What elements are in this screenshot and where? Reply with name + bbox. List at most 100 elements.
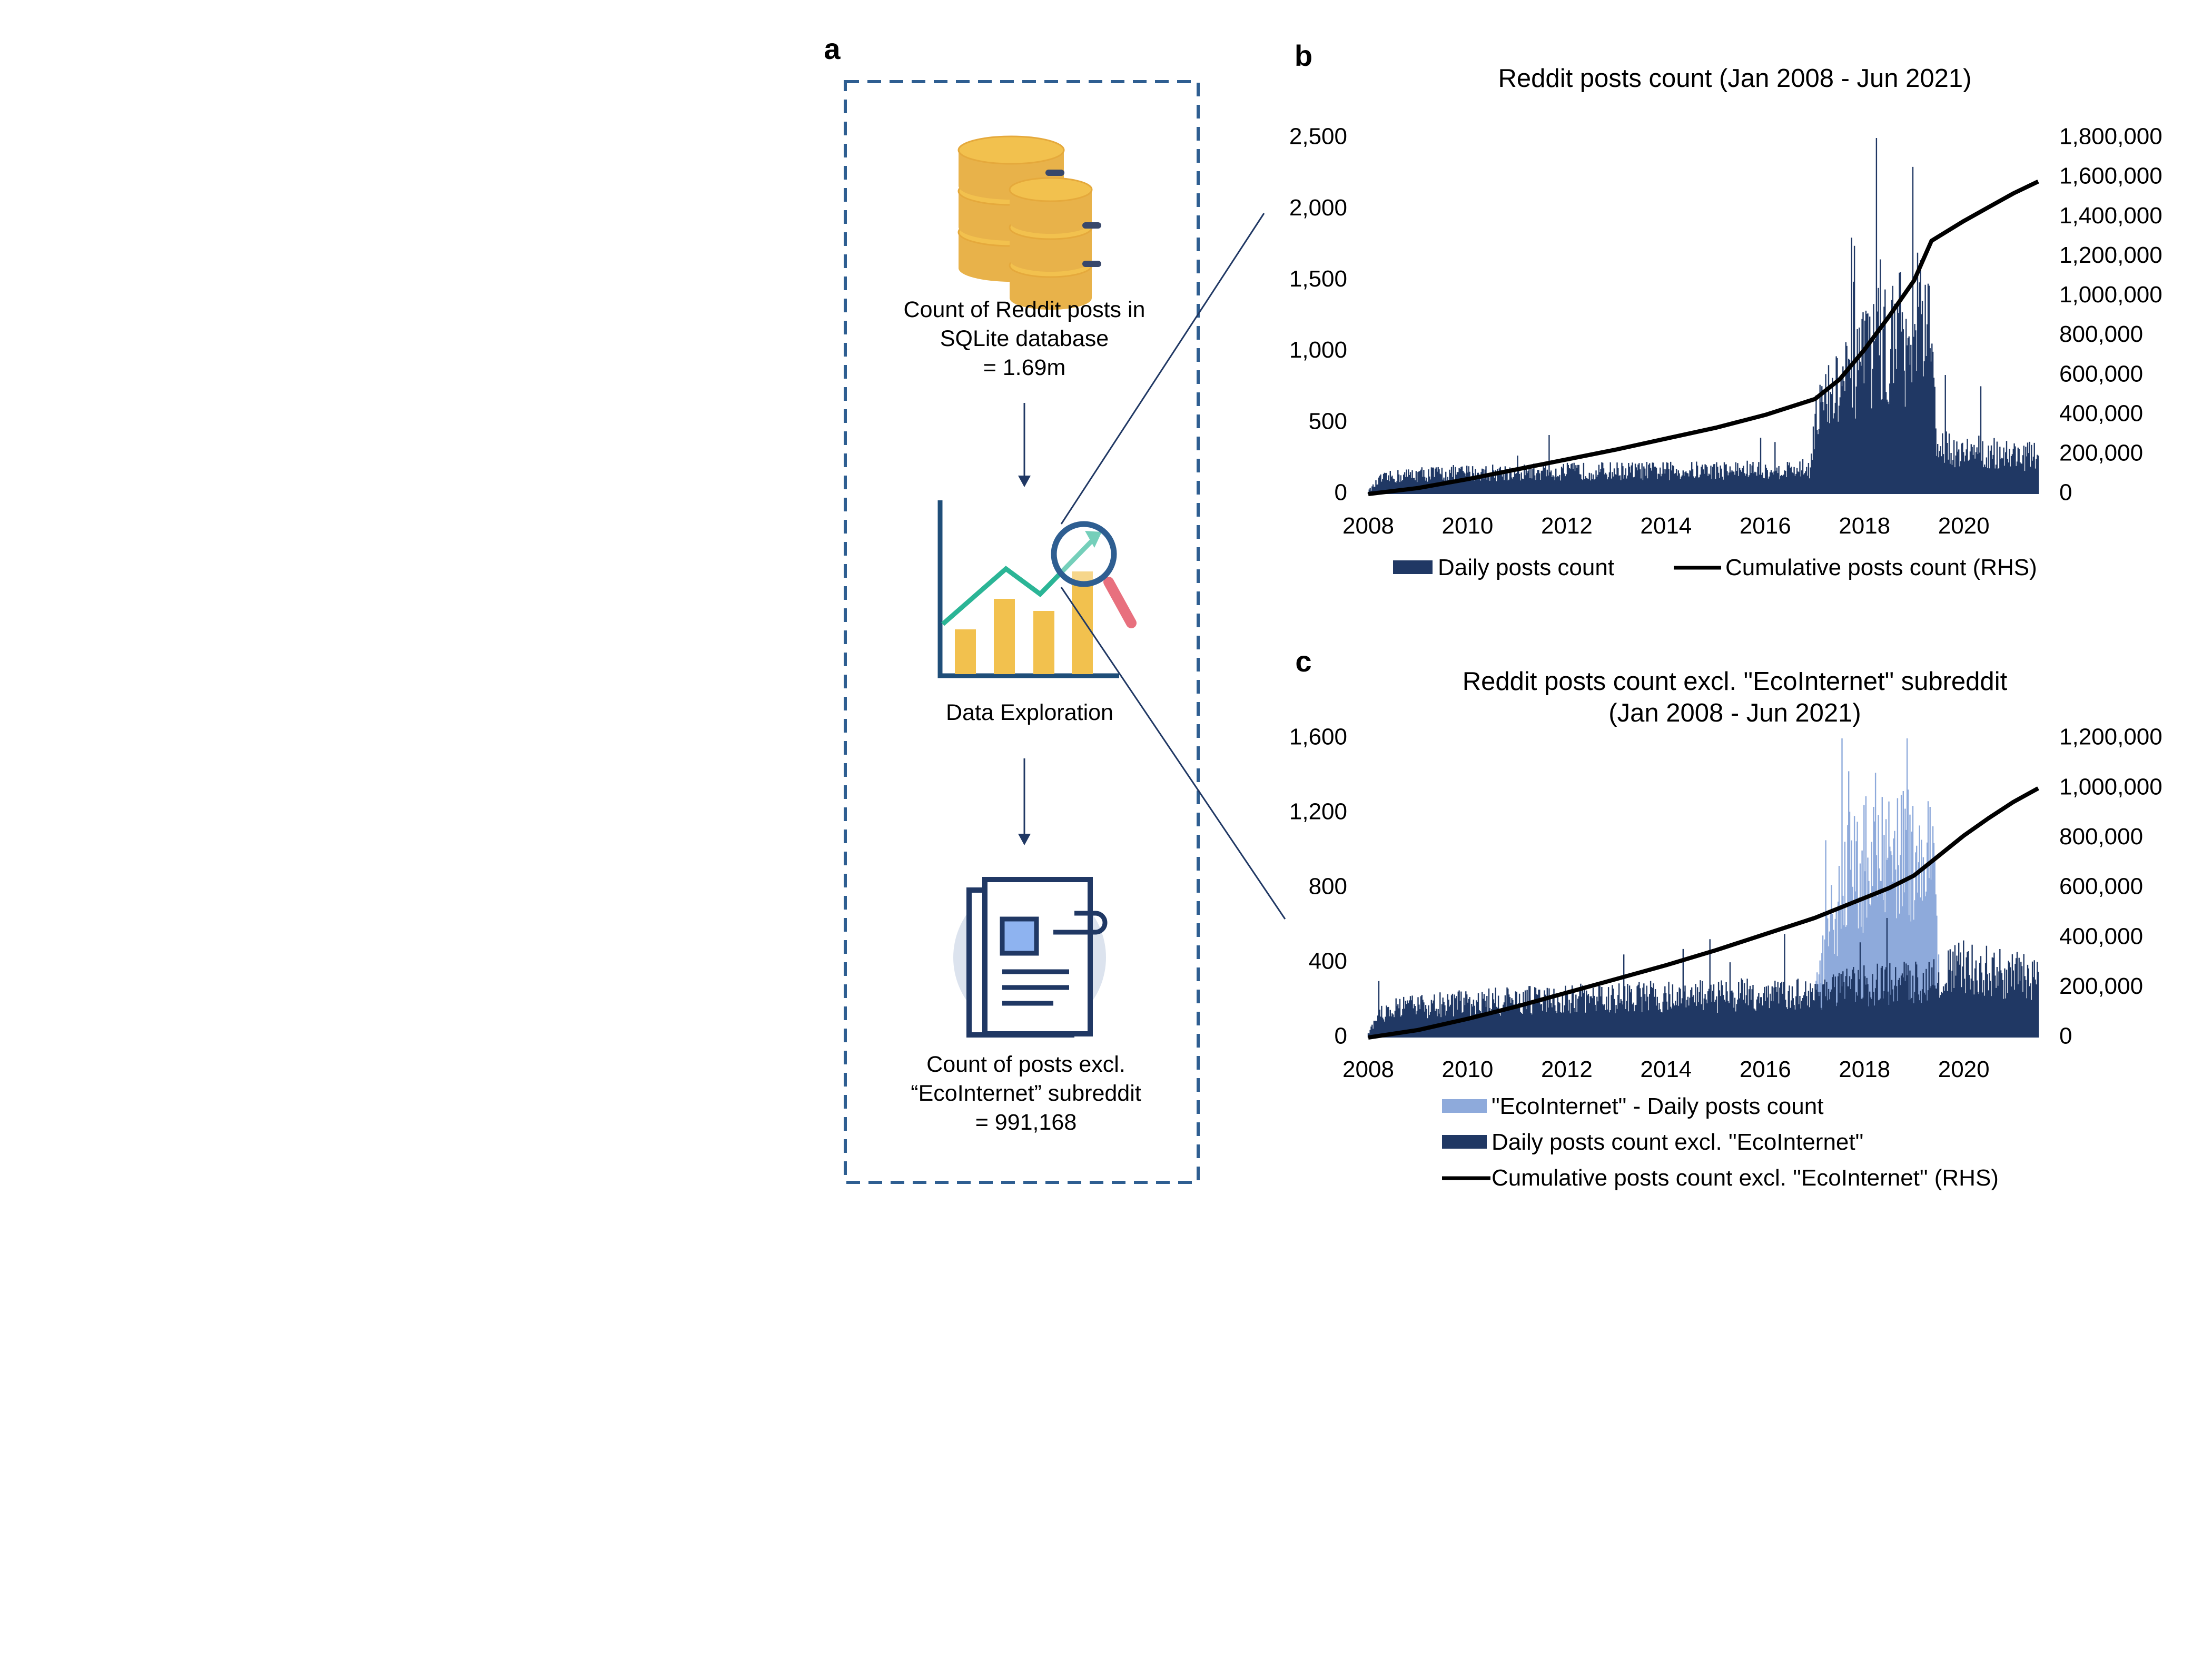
step1-label: Count of Reddit posts in — [904, 297, 1146, 322]
step3-label: Count of posts excl. — [926, 1052, 1125, 1077]
database-icon-disk — [1009, 177, 1093, 202]
x-tick-label: 2008 — [1342, 513, 1394, 539]
database-icon — [957, 135, 1101, 310]
database-icon-body — [1010, 265, 1092, 310]
y-tick-label-right: 1,200,000 — [2059, 242, 2162, 268]
step1-label: = 1.69m — [983, 355, 1066, 380]
cumulative-line — [1368, 786, 2039, 1040]
database-icon-slot — [1045, 170, 1064, 176]
y-tick-label-left: 800 — [1309, 874, 1347, 900]
chart-magnifier-icon — [937, 500, 1137, 678]
y-tick-label-right: 600,000 — [2059, 361, 2143, 387]
y-tick-label-left: 0 — [1335, 1023, 1347, 1049]
x-tick-label: 2020 — [1938, 1056, 1990, 1082]
y-tick-label-left: 2,000 — [1289, 195, 1347, 221]
x-tick-label: 2016 — [1740, 513, 1791, 539]
x-tick-label: 2020 — [1938, 513, 1990, 539]
legend-label: Cumulative posts count (RHS) — [1725, 555, 2037, 580]
chart-c: c Reddit posts count excl. "EcoInternet" … — [1289, 645, 2162, 1191]
x-tick-label: 2018 — [1839, 513, 1890, 539]
magnifier-lens — [1051, 521, 1117, 587]
legend-swatch-area — [1442, 1135, 1487, 1149]
y-tick-label-right: 0 — [2059, 1023, 2072, 1049]
x-tick-label: 2010 — [1441, 1056, 1493, 1082]
chart-icon-line — [941, 538, 1095, 626]
x-tick-label: 2018 — [1839, 1056, 1890, 1082]
database-icon-body — [1010, 190, 1092, 234]
y-tick-label-left: 1,500 — [1289, 266, 1347, 292]
step3-label: = 991,168 — [975, 1110, 1077, 1135]
y-tick-label-right: 800,000 — [2059, 321, 2143, 347]
legend-swatch-area — [1442, 1099, 1487, 1113]
database-icon-body — [1010, 228, 1092, 272]
x-tick-label: 2012 — [1541, 513, 1593, 539]
legend-label: Daily posts count excl. "EcoInternet" — [1492, 1129, 1863, 1155]
database-icon-slot — [1082, 222, 1101, 229]
chart-icon-bar — [955, 629, 976, 674]
chart-icon-bar — [994, 599, 1015, 674]
y-tick-label-right: 200,000 — [2059, 973, 2143, 999]
y-tick-label-left: 1,600 — [1289, 724, 1347, 750]
y-tick-label-left: 0 — [1335, 480, 1347, 506]
database-icon-slot — [1082, 261, 1101, 267]
magnifier-handle — [1103, 577, 1137, 628]
y-tick-label-right: 400,000 — [2059, 923, 2143, 949]
y-tick-label-right: 600,000 — [2059, 874, 2143, 900]
y-tick-label-right: 1,400,000 — [2059, 203, 2162, 229]
x-tick-label: 2014 — [1640, 513, 1692, 539]
y-tick-label-left: 1,000 — [1289, 337, 1347, 363]
y-tick-label-left: 2,500 — [1289, 124, 1347, 150]
database-icon-disk — [957, 135, 1065, 165]
down-arrow-icon-head — [1018, 476, 1031, 487]
daily-series-daily-posts-count-excl-ecointernet- — [1367, 918, 2039, 1038]
document-icon-front — [982, 877, 1093, 1036]
down-arrow-icon-head — [1018, 834, 1031, 845]
x-tick-label: 2008 — [1342, 1056, 1394, 1082]
legend-label: "EcoInternet" - Daily posts count — [1492, 1093, 1823, 1119]
panel-a-letter: a — [824, 32, 841, 65]
panel-letter-c: c — [1295, 645, 1311, 678]
chart-icon-bar — [1072, 571, 1093, 674]
y-tick-label-right: 0 — [2059, 480, 2072, 506]
legend-label: Cumulative posts count excl. "EcoInterne… — [1492, 1165, 1999, 1191]
panel-a: a Count of Reddit posts in SQLite database… — [824, 32, 1286, 1184]
step3-label: “EcoInternet” subreddit — [911, 1081, 1141, 1106]
step1-label: SQLite database — [940, 326, 1109, 351]
document-icon — [953, 877, 1108, 1038]
chart-b: b Reddit posts count (Jan 2008 - Jun 2021… — [1289, 39, 2162, 580]
chart-icon-bar — [1033, 611, 1054, 674]
panel-letter-b: b — [1295, 39, 1312, 72]
document-icon-image — [1000, 916, 1039, 956]
document-icon-clip — [1053, 911, 1108, 935]
chart-title: (Jan 2008 - Jun 2021) — [1608, 699, 1861, 727]
x-tick-label: 2014 — [1640, 1056, 1692, 1082]
y-tick-label-right: 400,000 — [2059, 400, 2143, 426]
y-tick-label-left: 1,200 — [1289, 799, 1347, 825]
y-tick-label-right: 1,600,000 — [2059, 163, 2162, 189]
chart-title: Reddit posts count (Jan 2008 - Jun 2021) — [1498, 64, 1972, 93]
y-tick-label-right: 200,000 — [2059, 440, 2143, 466]
y-tick-label-right: 1,200,000 — [2059, 724, 2162, 750]
y-tick-label-right: 1,000,000 — [2059, 774, 2162, 799]
x-tick-label: 2012 — [1541, 1056, 1593, 1082]
legend-label: Daily posts count — [1438, 555, 1614, 580]
y-tick-label-left: 400 — [1309, 949, 1347, 974]
connector-line-bottom — [1060, 587, 1286, 920]
step2-label: Data Exploration — [946, 700, 1113, 725]
chart-title: Reddit posts count excl. "EcoInternet" s… — [1463, 667, 2008, 696]
legend-swatch-area — [1393, 560, 1433, 574]
connector-line-top — [1060, 213, 1265, 525]
y-tick-label-left: 500 — [1309, 408, 1347, 434]
y-tick-label-right: 1,800,000 — [2059, 124, 2162, 150]
x-tick-label: 2010 — [1441, 513, 1493, 539]
dashed-box — [844, 80, 1200, 1184]
x-tick-label: 2016 — [1740, 1056, 1791, 1082]
y-tick-label-right: 800,000 — [2059, 824, 2143, 850]
daily-series-daily-posts-count — [1367, 138, 2039, 494]
chart-axes — [937, 500, 1119, 678]
y-tick-label-right: 1,000,000 — [2059, 282, 2162, 308]
chart-icon-arrowhead — [1085, 531, 1102, 548]
cumulative-line — [1368, 179, 2039, 496]
